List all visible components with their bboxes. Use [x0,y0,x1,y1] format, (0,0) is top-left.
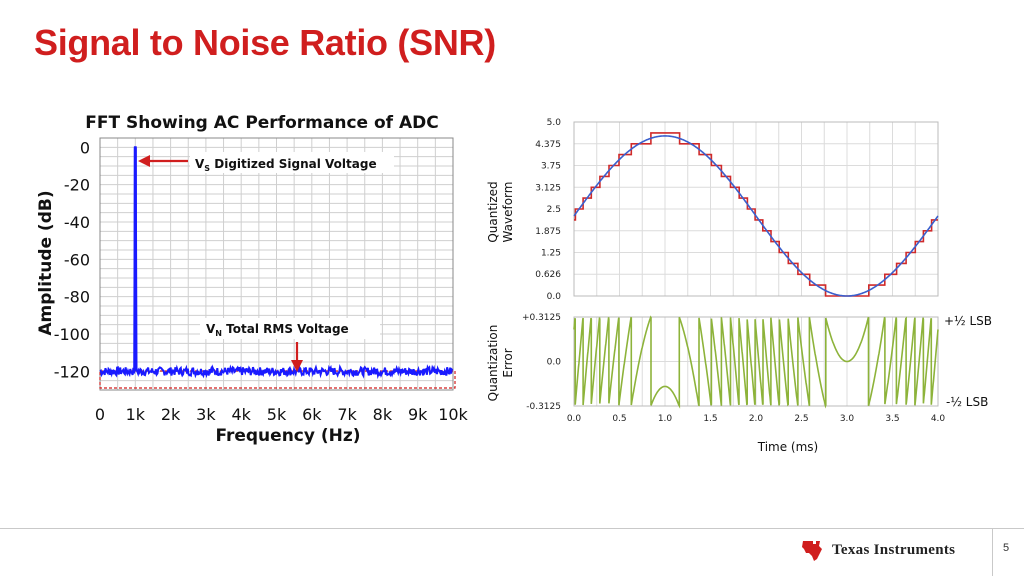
qw-y-tick-label: 4.375 [535,140,561,150]
fft-chart: FFT Showing AC Performance of ADC 0 -20 -4… [36,113,469,446]
qe-y-label: QuantizationError [486,325,515,402]
qe-plot-frame [573,316,939,407]
quantization-error-chart: +0.3125 0.0 -0.3125 0.0 0.5 1.0 1.5 2.0 2.5 3.0 3… [486,313,992,454]
qe-x-ticks: 0.0 0.5 1.0 1.5 2.0 2.5 3.0 3.5 4.0 [567,414,946,424]
fft-y-axis-label: Amplitude (dB) [36,190,56,335]
qw-grid [574,121,938,297]
fft-x-axis-label: Frequency (Hz) [215,426,360,446]
qw-y-label: QuantizedWaveform [486,181,515,242]
fft-y-tick-label: -20 [64,176,90,195]
slide-title: Signal to Noise Ratio (SNR) [34,22,496,63]
qw-y-tick-label: 3.125 [535,183,561,193]
charts-canvas: FFT Showing AC Performance of ADC 0 -20 -4… [36,113,992,454]
fft-y-tick-label: 0 [80,138,90,157]
ti-state-icon [802,541,822,561]
vn-annotation: VN Total RMS Voltage [206,322,349,338]
qe-y-tick-label: 0.0 [547,358,562,368]
qw-y-tick-label: 1.25 [541,249,561,259]
fft-x-tick-label: 8k [373,405,393,424]
qw-y-tick-label: 0.626 [535,270,561,280]
plus-half-lsb-label: +½ LSB [944,314,992,328]
fft-y-tick-label: -60 [64,250,90,269]
qw-y-ticks: 0.0 0.626 1.25 1.875 2.5 3.125 3.75 4.375 5.0 [535,118,561,302]
footer-vertical-divider [992,529,993,576]
fft-series [99,146,454,380]
vs-arrow-head [138,155,150,167]
qe-y-ticks: +0.3125 0.0 -0.3125 [522,313,561,412]
fft-y-tick-label: -80 [64,288,90,307]
vn-arrow-head [291,360,303,372]
qe-x-tick-label: 1.0 [658,414,673,424]
ti-logo: Texas Instruments [800,535,955,565]
fft-grid [99,138,454,391]
fft-x-tick-label: 6k [302,405,322,424]
fft-x-tick-label: 9k [408,405,428,424]
qw-sine-line [573,135,939,297]
vs-annotation: VS Digitized Signal Voltage [195,157,377,173]
page-number: 5 [1003,542,1010,554]
minus-half-lsb-label: -½ LSB [946,395,988,409]
qe-x-tick-label: 3.0 [840,414,855,424]
fft-plot-frame [99,137,454,391]
qw-series [573,132,939,297]
fft-x-tick-label: 4k [231,405,251,424]
qe-x-tick-label: 3.5 [885,414,899,424]
quantized-waveform-chart: 0.0 0.626 1.25 1.875 2.5 3.125 3.75 4.375 5.0 Qu… [486,118,939,302]
fft-chart-title: FFT Showing AC Performance of ADC [85,113,438,133]
fft-x-ticks: 0 1k 2k 3k 4k 5k 6k 7k 8k 9k 10k [95,405,469,424]
qe-x-tick-label: 4.0 [931,414,946,424]
vn-annotation-box [200,318,380,339]
qw-y-tick-label: 1.875 [535,227,561,237]
qe-series [573,315,939,409]
fft-y-tick-label: -100 [54,325,90,344]
qw-plot-frame [573,121,939,297]
qe-x-tick-label: 1.5 [703,414,717,424]
qw-y-tick-label: 3.75 [541,162,561,172]
fft-x-tick-label: 7k [337,405,357,424]
fft-y-tick-label: -120 [54,362,90,381]
fft-x-tick-label: 5k [267,405,287,424]
fft-spectrum-line [99,146,454,380]
qe-x-tick-label: 2.0 [749,414,764,424]
fft-x-tick-label: 1k [126,405,146,424]
qe-x-tick-label: 0.5 [612,414,626,424]
qe-y-tick-label: +0.3125 [522,313,561,323]
qe-y-tick-label: -0.3125 [526,402,561,412]
fft-x-tick-label: 10k [438,405,468,424]
fft-x-tick-label: 2k [161,405,181,424]
fft-x-tick-label: 3k [196,405,216,424]
qe-x-tick-label: 0.0 [567,414,582,424]
qw-y-tick-label: 5.0 [547,118,562,128]
vs-annotation-box [190,152,394,173]
fft-y-tick-label: -40 [64,213,90,232]
qe-error-line [573,315,939,409]
qe-x-tick-label: 2.5 [794,414,808,424]
footer-divider [0,528,1024,529]
fft-x-tick-label: 0 [95,405,105,424]
ti-logo-text: Texas Instruments [832,541,956,558]
qe-x-axis-label: Time (ms) [757,440,819,454]
qw-y-tick-label: 2.5 [547,205,561,215]
fft-y-ticks: 0 -20 -40 -60 -80 -100 -120 [54,138,90,381]
qw-y-tick-label: 0.0 [547,292,562,302]
